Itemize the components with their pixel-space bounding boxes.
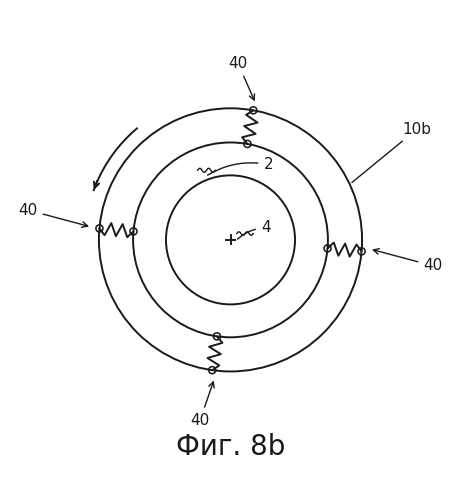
Text: 40: 40 xyxy=(18,202,88,228)
Text: 2: 2 xyxy=(207,157,273,175)
Text: 4: 4 xyxy=(237,220,271,239)
Text: 40: 40 xyxy=(373,248,443,273)
Text: 40: 40 xyxy=(190,382,214,428)
Text: 10b: 10b xyxy=(352,122,431,182)
Text: Фиг. 8b: Фиг. 8b xyxy=(176,434,285,462)
Text: 40: 40 xyxy=(229,56,254,100)
